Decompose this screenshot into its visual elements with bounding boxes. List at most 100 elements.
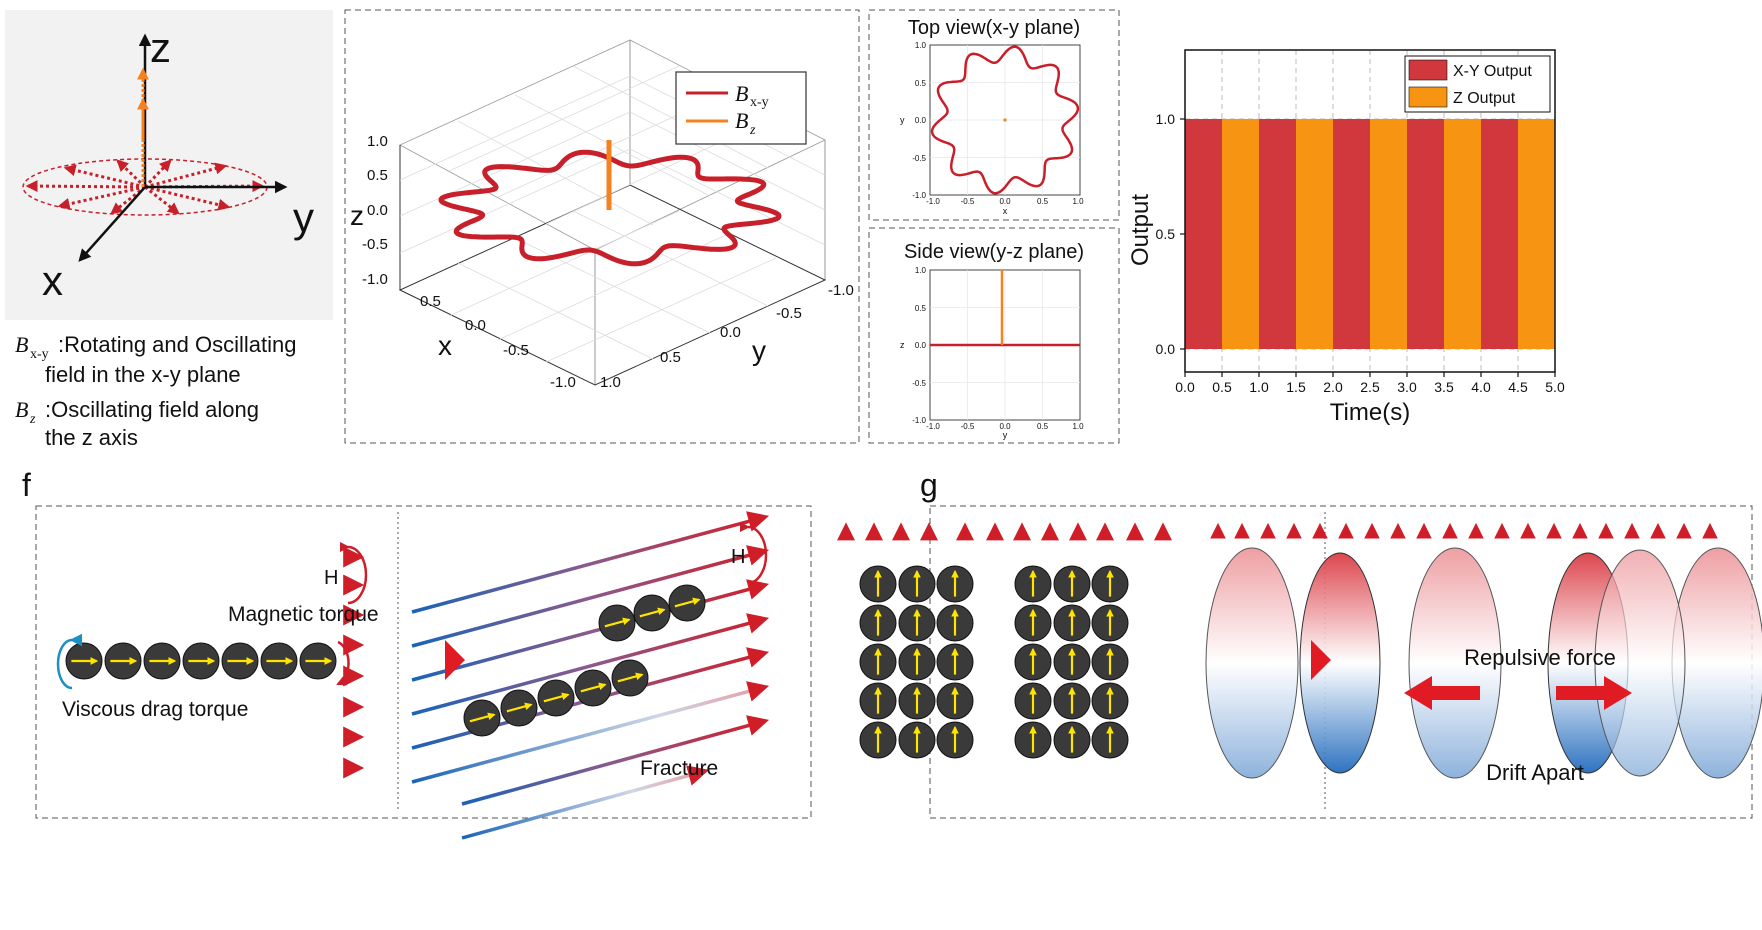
panel-f: f H H Magnetic torque Viscous drag torqu… bbox=[22, 467, 812, 840]
x-tick: -1.0 bbox=[550, 374, 576, 391]
magnetic-torque-label: Magnetic torque bbox=[228, 603, 379, 626]
legend-3d-box bbox=[675, 71, 807, 145]
magnetic-bead bbox=[1091, 721, 1129, 759]
field-line bbox=[411, 579, 770, 682]
magnetic-bead bbox=[1091, 643, 1129, 681]
magnetic-bead bbox=[500, 689, 538, 727]
x-axis-line bbox=[78, 186, 146, 262]
legend-3d-bxy-sub: x-y bbox=[750, 95, 769, 110]
h-rotation-arrow-left bbox=[339, 541, 368, 605]
magnetic-bead bbox=[1053, 565, 1091, 603]
bead-moment-arrow bbox=[617, 672, 644, 683]
tv-y-tick: -0.5 bbox=[912, 154, 926, 163]
legend-bxy-sub: x-y bbox=[30, 347, 49, 362]
magnetic-bead bbox=[1053, 682, 1091, 720]
chart-x-tick-label: 4.5 bbox=[1508, 379, 1528, 395]
magnetic-bead bbox=[859, 565, 897, 603]
tv-y-tick: -1.0 bbox=[912, 191, 926, 200]
side-view-ylabel: z bbox=[900, 340, 905, 350]
chart-x-tick-label: 5.0 bbox=[1545, 379, 1565, 395]
chart-y-tick-label: 0.0 bbox=[1156, 341, 1176, 357]
y-tick: 1.0 bbox=[600, 374, 621, 391]
tv-x-tick: 0.0 bbox=[999, 197, 1011, 206]
h-label-right: H bbox=[731, 546, 745, 568]
magnetic-bead bbox=[299, 642, 337, 680]
side-view-x-ticks: -1.0 -0.5 0.0 0.5 1.0 bbox=[926, 422, 1084, 431]
repulsive-arrow-right-head bbox=[1604, 676, 1632, 710]
legend-label-z: Z Output bbox=[1453, 90, 1516, 107]
repulsive-arrow-left-head bbox=[1404, 676, 1432, 710]
field-line bbox=[411, 681, 770, 784]
field-ellipse-outer bbox=[1205, 547, 1299, 779]
top-view-ylabel: y bbox=[900, 115, 905, 125]
sv-y-tick: 1.0 bbox=[915, 266, 927, 275]
top-view-title: Top view(x-y plane) bbox=[908, 17, 1080, 39]
legend-bz-text2: the z axis bbox=[45, 425, 138, 450]
side-view-y-ticks: -1.0 -0.5 0.0 0.5 1.0 bbox=[912, 266, 926, 425]
y-tick-labels: -1.0 -0.5 0.0 0.5 1.0 bbox=[600, 282, 854, 391]
legend-bz-text1: :Oscillating field along bbox=[45, 397, 259, 422]
tv-y-tick: 0.5 bbox=[915, 79, 927, 88]
sv-x-tick: -0.5 bbox=[961, 422, 975, 431]
bar-xy-output bbox=[1185, 119, 1222, 349]
z-tick: -1.0 bbox=[362, 271, 388, 288]
chart-y-tick-label: 1.0 bbox=[1156, 111, 1176, 127]
legend-bxy-text1: :Rotating and Oscillating bbox=[58, 332, 296, 357]
sv-y-tick: 0.5 bbox=[915, 304, 927, 313]
legend-bz-sub: z bbox=[29, 412, 36, 427]
legend-swatch-z bbox=[1408, 86, 1448, 108]
legend-label-xy: X-Y Output bbox=[1453, 63, 1532, 80]
magnetic-bead bbox=[611, 659, 649, 697]
panel-f-label: f bbox=[22, 467, 31, 503]
magnetic-bead bbox=[668, 584, 706, 622]
z-tick: 0.5 bbox=[367, 167, 388, 184]
magnetic-bead bbox=[1091, 565, 1129, 603]
magnetic-bead bbox=[65, 642, 103, 680]
magnetic-bead bbox=[898, 643, 936, 681]
top-view-bxy-curve bbox=[930, 45, 1080, 195]
magnetic-bead bbox=[633, 594, 671, 632]
chart-x-tick-label: 1.5 bbox=[1286, 379, 1306, 395]
bar-z-output bbox=[1222, 119, 1259, 349]
tv-x-tick: 1.0 bbox=[1072, 197, 1084, 206]
chart-bars bbox=[1185, 119, 1555, 349]
y-tick: 0.0 bbox=[720, 324, 741, 341]
sv-x-tick: -1.0 bbox=[926, 422, 940, 431]
h-label-left: H bbox=[324, 567, 338, 589]
bar-xy-output bbox=[1259, 119, 1296, 349]
legend-3d-bxy-sym: B bbox=[735, 81, 748, 106]
output-chart: 0.0 0.5 1.0 1.5 2.0 2.5 3.0 3.5 4.0 4.5 5.0 0.0 0.5… bbox=[1127, 49, 1565, 426]
sv-x-tick: 1.0 bbox=[1072, 422, 1084, 431]
magnetic-bead bbox=[260, 642, 298, 680]
chart-x-tick-label: 3.5 bbox=[1434, 379, 1454, 395]
legend-bz-symbol: B bbox=[15, 397, 28, 422]
top-view-x-ticks: -1.0 -0.5 0.0 0.5 1.0 bbox=[926, 197, 1084, 206]
bar-xy-output bbox=[1407, 119, 1444, 349]
magnetic-bead bbox=[1053, 721, 1091, 759]
magnetic-bead bbox=[182, 642, 220, 680]
field-line bbox=[411, 613, 770, 716]
bxy-trajectory-3d bbox=[438, 149, 782, 267]
z-tick: 1.0 bbox=[367, 133, 388, 150]
magnetic-bead bbox=[1091, 604, 1129, 642]
top-view-y-ticks: -1.0 -0.5 0.0 0.5 1.0 bbox=[912, 41, 926, 200]
z-axis-label-3d: z bbox=[350, 200, 364, 231]
sv-x-tick: 0.5 bbox=[1037, 422, 1049, 431]
bar-z-output bbox=[1518, 119, 1555, 349]
sv-y-tick: -0.5 bbox=[912, 379, 926, 388]
legend-bxy-text2: field in the x-y plane bbox=[45, 362, 241, 387]
bar-xy-output bbox=[1481, 119, 1518, 349]
magnetic-bead bbox=[1014, 604, 1052, 642]
bead-moment-arrow bbox=[469, 712, 496, 723]
magnetic-bead bbox=[1091, 682, 1129, 720]
panel-g: g Repulsive force Drift Apart bbox=[837, 467, 1762, 819]
transition-arrow-f bbox=[445, 640, 465, 680]
chart-x-tick-label: 0.5 bbox=[1212, 379, 1232, 395]
magnetic-bead bbox=[598, 604, 636, 642]
g-left-bead-clusters bbox=[859, 565, 1129, 759]
f-right-bead-chains bbox=[463, 584, 706, 737]
viscous-drag-arrow bbox=[56, 633, 83, 690]
magnetic-bead bbox=[859, 643, 897, 681]
bar-z-output bbox=[1444, 119, 1481, 349]
tv-y-tick: 1.0 bbox=[915, 41, 927, 50]
